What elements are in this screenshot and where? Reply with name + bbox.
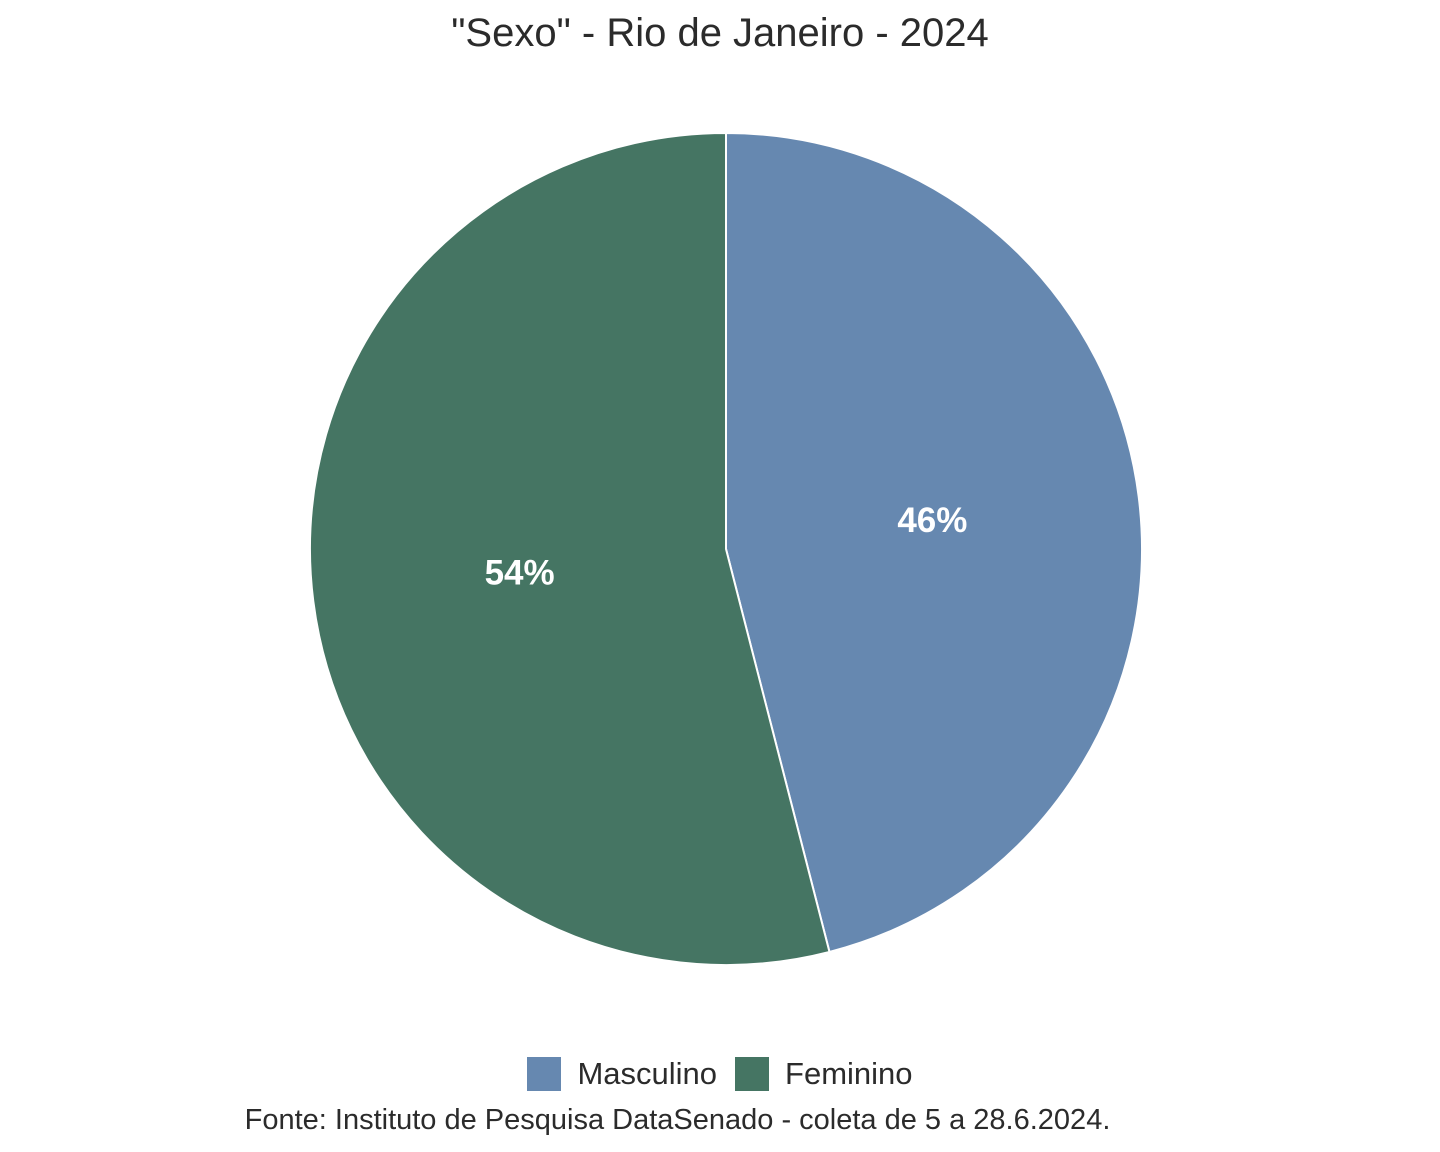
pie-slice-feminino [309,131,831,966]
pie-slice-label-masculino: 46% [897,501,967,540]
legend-swatch-feminino [735,1057,770,1091]
chart-title: "Sexo" - Rio de Janeiro - 2024 [451,11,989,55]
pie-slices [309,131,1143,966]
legend-item-feminino: Feminino [735,1054,913,1094]
pie-slice-label-feminino: 54% [485,553,555,592]
pie-slice-labels: 46% 54% [485,501,968,592]
legend-label-masculino: Masculino [577,1056,718,1091]
chart-caption: Fonte: Instituto de Pesquisa DataSenado … [244,1104,1111,1136]
legend-item-masculino: Masculino [527,1054,717,1094]
legend: Masculino Feminino [0,1054,1440,1094]
legend-swatch-masculino [527,1057,562,1091]
pie-slice-masculino [725,131,1143,954]
legend-label-feminino: Feminino [785,1056,913,1091]
